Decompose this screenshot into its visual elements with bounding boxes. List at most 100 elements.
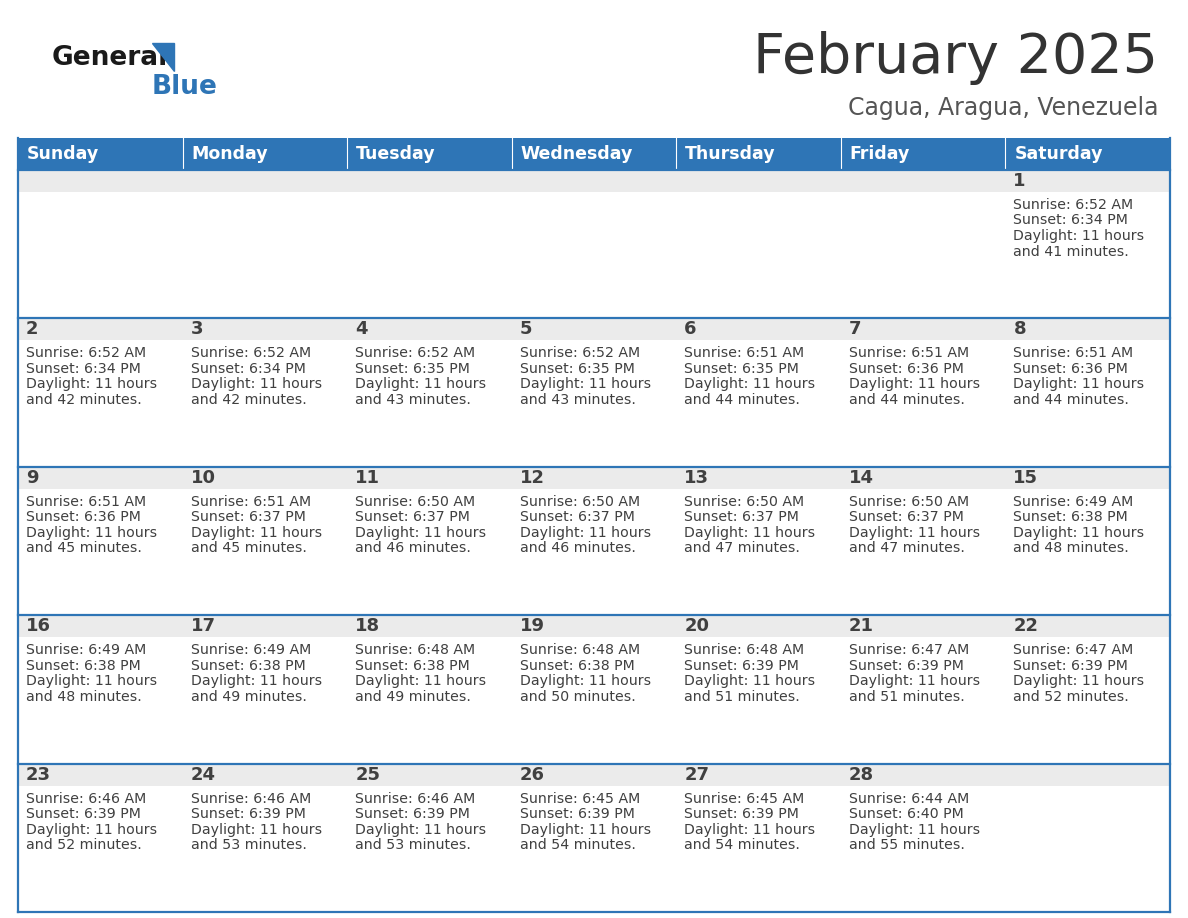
Bar xyxy=(347,319,512,466)
Bar xyxy=(841,764,1005,786)
Text: 28: 28 xyxy=(849,766,874,784)
Text: Sunrise: 6:48 AM: Sunrise: 6:48 AM xyxy=(519,644,640,657)
Text: Sunset: 6:39 PM: Sunset: 6:39 PM xyxy=(355,807,470,821)
Bar xyxy=(676,764,841,786)
Bar xyxy=(1005,319,1170,466)
Text: Friday: Friday xyxy=(849,145,910,163)
Text: Sunset: 6:39 PM: Sunset: 6:39 PM xyxy=(684,807,800,821)
Text: Sunset: 6:38 PM: Sunset: 6:38 PM xyxy=(190,659,305,673)
Bar xyxy=(347,319,512,341)
Text: Sunrise: 6:52 AM: Sunrise: 6:52 AM xyxy=(190,346,311,361)
Bar xyxy=(512,764,676,786)
Bar xyxy=(1005,138,1170,170)
Bar xyxy=(841,170,1005,319)
Text: Sunset: 6:36 PM: Sunset: 6:36 PM xyxy=(849,362,963,375)
Bar xyxy=(183,466,347,488)
Text: Sunrise: 6:47 AM: Sunrise: 6:47 AM xyxy=(849,644,969,657)
Text: Sunset: 6:34 PM: Sunset: 6:34 PM xyxy=(26,362,141,375)
Text: Sunrise: 6:52 AM: Sunrise: 6:52 AM xyxy=(519,346,640,361)
Text: Sunset: 6:34 PM: Sunset: 6:34 PM xyxy=(190,362,305,375)
Bar xyxy=(1005,764,1170,786)
Bar xyxy=(18,170,183,192)
Text: 24: 24 xyxy=(190,766,215,784)
Text: Sunset: 6:35 PM: Sunset: 6:35 PM xyxy=(684,362,800,375)
Bar xyxy=(1005,764,1170,912)
Text: 4: 4 xyxy=(355,320,367,339)
Text: Sunset: 6:35 PM: Sunset: 6:35 PM xyxy=(355,362,470,375)
Text: Daylight: 11 hours: Daylight: 11 hours xyxy=(1013,526,1144,540)
Bar xyxy=(1005,170,1170,319)
Bar xyxy=(183,319,347,341)
Text: Sunrise: 6:46 AM: Sunrise: 6:46 AM xyxy=(190,791,311,806)
Text: 14: 14 xyxy=(849,469,874,487)
Text: Sunset: 6:36 PM: Sunset: 6:36 PM xyxy=(26,510,141,524)
Text: Saturday: Saturday xyxy=(1015,145,1102,163)
Bar xyxy=(1005,615,1170,637)
Text: and 54 minutes.: and 54 minutes. xyxy=(519,838,636,852)
Text: Sunrise: 6:45 AM: Sunrise: 6:45 AM xyxy=(684,791,804,806)
Text: and 46 minutes.: and 46 minutes. xyxy=(519,542,636,555)
Text: Sunrise: 6:45 AM: Sunrise: 6:45 AM xyxy=(519,791,640,806)
Bar xyxy=(676,764,841,912)
Text: Sunset: 6:39 PM: Sunset: 6:39 PM xyxy=(519,807,634,821)
Bar xyxy=(512,170,676,319)
Text: General: General xyxy=(52,45,169,71)
Bar xyxy=(1005,466,1170,488)
Bar xyxy=(676,466,841,488)
Text: Sunrise: 6:51 AM: Sunrise: 6:51 AM xyxy=(26,495,146,509)
Bar xyxy=(347,615,512,637)
Bar xyxy=(512,615,676,637)
Text: February 2025: February 2025 xyxy=(753,31,1158,85)
Text: Wednesday: Wednesday xyxy=(520,145,633,163)
Polygon shape xyxy=(152,43,173,71)
Text: 16: 16 xyxy=(26,617,51,635)
Bar xyxy=(347,764,512,786)
Text: Sunday: Sunday xyxy=(27,145,100,163)
Text: Sunset: 6:34 PM: Sunset: 6:34 PM xyxy=(1013,214,1129,228)
Text: Sunrise: 6:46 AM: Sunrise: 6:46 AM xyxy=(355,791,475,806)
Text: Sunset: 6:36 PM: Sunset: 6:36 PM xyxy=(1013,362,1129,375)
Text: and 51 minutes.: and 51 minutes. xyxy=(849,689,965,704)
Text: Sunrise: 6:50 AM: Sunrise: 6:50 AM xyxy=(519,495,640,509)
Text: and 45 minutes.: and 45 minutes. xyxy=(190,542,307,555)
Text: 17: 17 xyxy=(190,617,215,635)
Bar xyxy=(347,466,512,615)
Text: 25: 25 xyxy=(355,766,380,784)
Text: 18: 18 xyxy=(355,617,380,635)
Text: Daylight: 11 hours: Daylight: 11 hours xyxy=(849,823,980,836)
Bar xyxy=(841,466,1005,488)
Bar xyxy=(347,615,512,764)
Bar xyxy=(347,170,512,192)
Text: and 45 minutes.: and 45 minutes. xyxy=(26,542,141,555)
Text: Sunrise: 6:50 AM: Sunrise: 6:50 AM xyxy=(355,495,475,509)
Text: Daylight: 11 hours: Daylight: 11 hours xyxy=(190,823,322,836)
Text: and 44 minutes.: and 44 minutes. xyxy=(849,393,965,407)
Bar xyxy=(18,319,183,341)
Text: Sunset: 6:37 PM: Sunset: 6:37 PM xyxy=(849,510,963,524)
Bar xyxy=(512,615,676,764)
Text: Daylight: 11 hours: Daylight: 11 hours xyxy=(849,674,980,688)
Bar xyxy=(512,764,676,912)
Bar xyxy=(347,170,512,319)
Text: and 52 minutes.: and 52 minutes. xyxy=(1013,689,1129,704)
Text: and 47 minutes.: and 47 minutes. xyxy=(849,542,965,555)
Bar xyxy=(841,170,1005,192)
Bar xyxy=(1005,319,1170,341)
Text: Daylight: 11 hours: Daylight: 11 hours xyxy=(519,823,651,836)
Text: Sunset: 6:37 PM: Sunset: 6:37 PM xyxy=(519,510,634,524)
Text: Daylight: 11 hours: Daylight: 11 hours xyxy=(519,674,651,688)
Text: 11: 11 xyxy=(355,469,380,487)
Text: Sunset: 6:38 PM: Sunset: 6:38 PM xyxy=(26,659,140,673)
Bar xyxy=(1005,466,1170,615)
Text: Sunset: 6:37 PM: Sunset: 6:37 PM xyxy=(684,510,800,524)
Text: 26: 26 xyxy=(519,766,545,784)
Text: Daylight: 11 hours: Daylight: 11 hours xyxy=(355,674,486,688)
Text: Sunrise: 6:52 AM: Sunrise: 6:52 AM xyxy=(355,346,475,361)
Bar xyxy=(841,319,1005,341)
Text: Daylight: 11 hours: Daylight: 11 hours xyxy=(1013,674,1144,688)
Bar xyxy=(512,466,676,488)
Bar xyxy=(841,319,1005,466)
Bar xyxy=(18,466,183,615)
Bar xyxy=(183,615,347,764)
Bar xyxy=(512,319,676,341)
